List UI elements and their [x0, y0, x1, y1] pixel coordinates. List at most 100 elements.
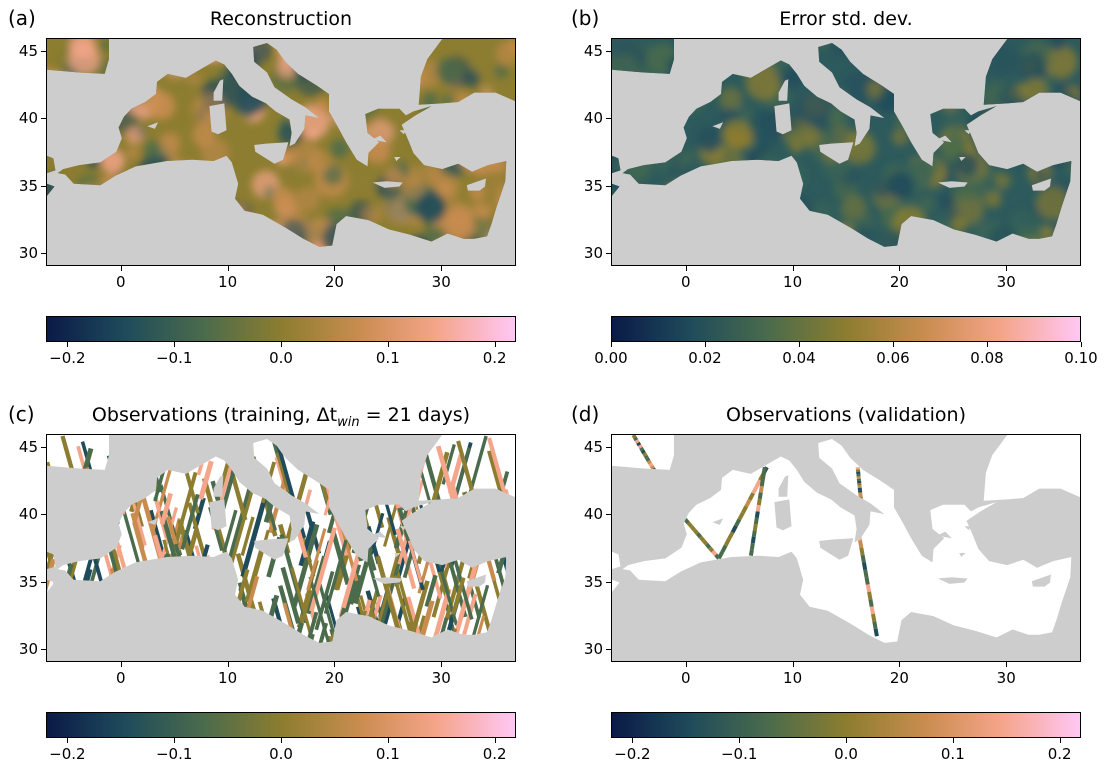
colorbar-tick-label: 0.02 — [688, 349, 722, 367]
colorbar-tick-label: 0.0 — [269, 349, 293, 367]
y-tick-label: 30 — [583, 639, 603, 658]
colorbar-tick-mark — [705, 342, 706, 347]
y-tick-mark — [41, 118, 46, 120]
y-tick-mark — [41, 252, 46, 254]
x-tick-label: 30 — [996, 273, 1016, 291]
x-tick-mark — [685, 662, 687, 667]
y-tick-mark — [41, 185, 46, 187]
map-canvas — [47, 435, 515, 661]
colorbar-tick-label: 0.00 — [594, 349, 628, 367]
colorbar-tick-mark — [1059, 738, 1061, 743]
panel-letter: (b) — [571, 6, 600, 30]
y-tick-mark — [41, 51, 46, 53]
colorbar-tick-label: −0.1 — [155, 745, 193, 763]
y-tick-label: 35 — [18, 572, 38, 591]
y-tick-label: 45 — [18, 438, 38, 457]
colorbar-tick-mark — [494, 738, 496, 743]
y-tick-label: 30 — [18, 639, 38, 658]
x-tick-label: 20 — [324, 669, 344, 687]
panel-letter: (c) — [8, 402, 35, 426]
x-tick-mark — [441, 266, 443, 271]
map-reconstruction — [46, 38, 516, 266]
y-tick-mark — [41, 514, 46, 516]
x-tick-mark — [792, 266, 794, 271]
panel-title: Error std. dev. — [779, 8, 913, 30]
panel-letter: (d) — [571, 402, 600, 426]
x-tick-label: 20 — [889, 669, 909, 687]
colorbar-tick-label: 0.2 — [482, 745, 507, 763]
colorbar-tick-label: −0.1 — [155, 349, 193, 367]
colorbar-tick-mark — [174, 342, 176, 347]
y-tick-mark — [606, 252, 611, 254]
x-tick-mark — [120, 266, 122, 271]
x-tick-mark — [334, 662, 336, 667]
colorbar-tick-label: 0.0 — [269, 745, 293, 763]
colorbar-tick-mark — [799, 342, 800, 347]
y-tick-mark — [606, 51, 611, 53]
colorbar-tick-mark — [387, 342, 389, 347]
panel-title: Observations (validation) — [725, 404, 966, 426]
colorbar-tick-label: −0.2 — [614, 745, 651, 763]
x-tick-mark — [792, 662, 794, 667]
x-tick-label: 20 — [324, 273, 344, 291]
colorbar-tick-label: 0.10 — [1064, 349, 1098, 367]
map-training — [46, 434, 516, 662]
colorbar — [611, 712, 1081, 738]
colorbar-tick-mark — [67, 342, 69, 347]
satellite-tracks — [631, 435, 879, 637]
colorbar-tick-label: 0.1 — [940, 745, 965, 763]
y-tick-mark — [606, 118, 611, 120]
x-tick-label: 10 — [783, 273, 803, 291]
colorbar — [46, 316, 516, 342]
y-tick-mark — [606, 185, 611, 187]
y-tick-mark — [41, 581, 46, 583]
map-validation — [611, 434, 1081, 662]
y-tick-label: 30 — [583, 243, 603, 262]
y-tick-label: 35 — [583, 572, 603, 591]
x-tick-mark — [899, 662, 901, 667]
x-tick-mark — [120, 662, 122, 667]
map-canvas — [612, 39, 1080, 265]
y-tick-mark — [41, 447, 46, 449]
y-tick-label: 40 — [18, 505, 38, 524]
x-tick-label: 30 — [996, 669, 1016, 687]
islands — [147, 475, 486, 587]
colorbar-tick-label: 0.04 — [782, 349, 816, 367]
x-tick-label: 30 — [431, 669, 451, 687]
colorbar-tick-mark — [387, 738, 389, 743]
colorbar-tick-label: 0.06 — [876, 349, 910, 367]
colorbar-tick-label: 0.0 — [834, 745, 858, 763]
x-tick-label: 0 — [115, 669, 126, 687]
colorbar-tick-mark — [846, 738, 847, 743]
colorbar-tick-label: 0.1 — [375, 349, 400, 367]
y-tick-label: 45 — [583, 438, 603, 457]
colorbar — [611, 316, 1081, 342]
colorbar-tick-mark — [67, 738, 69, 743]
y-tick-mark — [606, 514, 611, 516]
islands — [712, 79, 1051, 191]
y-tick-mark — [606, 581, 611, 583]
map-error — [611, 38, 1081, 266]
y-tick-label: 40 — [583, 109, 603, 128]
islands — [712, 475, 1051, 587]
colorbar-tick-label: 0.2 — [1047, 745, 1072, 763]
y-tick-label: 35 — [583, 176, 603, 195]
y-tick-label: 45 — [18, 42, 38, 61]
colorbar-tick-mark — [893, 342, 894, 347]
x-tick-mark — [685, 266, 687, 271]
x-tick-label: 10 — [218, 273, 238, 291]
colorbar-tick-label: −0.1 — [720, 745, 758, 763]
y-tick-label: 35 — [18, 176, 38, 195]
colorbar-tick-mark — [632, 738, 634, 743]
y-tick-label: 30 — [18, 243, 38, 262]
colorbar — [46, 712, 516, 738]
y-tick-label: 40 — [18, 109, 38, 128]
x-tick-label: 20 — [889, 273, 909, 291]
islands — [147, 79, 486, 191]
colorbar-tick-mark — [952, 738, 954, 743]
x-tick-mark — [227, 266, 229, 271]
y-tick-mark — [606, 447, 611, 449]
colorbar-tick-mark — [1081, 342, 1082, 347]
colorbar-tick-mark — [281, 342, 282, 347]
panel-title: Observations (training, Δtwin = 21 days) — [91, 404, 471, 430]
